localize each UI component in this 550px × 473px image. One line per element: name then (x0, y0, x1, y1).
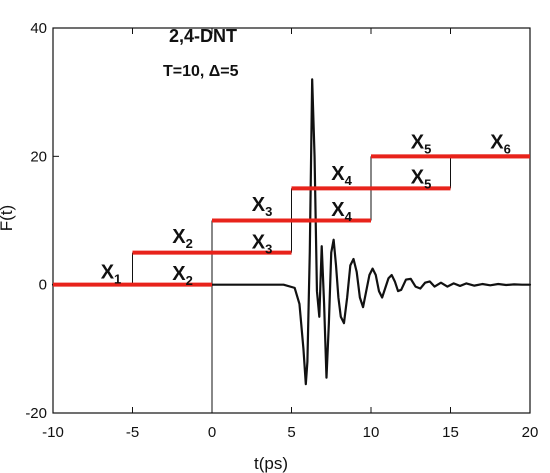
y-tick-label: 40 (30, 20, 47, 37)
signal-series (51, 78, 532, 386)
window-label: X3 (252, 194, 273, 219)
y-tick-label: -20 (25, 405, 47, 422)
window-label: X6 (490, 132, 511, 157)
window-label-index: 5 (424, 176, 431, 191)
x-axis-title: t(ps) (254, 454, 288, 473)
x-tick-label: -10 (42, 424, 64, 441)
window-label: X4 (331, 163, 352, 188)
window-label: X5 (411, 132, 432, 157)
window-label-index: 6 (504, 142, 511, 157)
window-series (53, 154, 530, 287)
window-label: X4 (331, 199, 352, 224)
window-label-index: 2 (186, 236, 193, 251)
window-label-index: 3 (265, 242, 272, 257)
y-axis-title: F(t) (0, 205, 16, 231)
x-tick-label: 5 (287, 424, 295, 441)
window-label-index: 2 (186, 273, 193, 288)
x-tick-label: 20 (522, 424, 539, 441)
chart-title: 2,4-DNT (169, 26, 237, 46)
window-label-index: 5 (424, 142, 431, 157)
window-label-index: 4 (345, 209, 353, 224)
x-tick-label: 0 (208, 424, 216, 441)
window-label-index: 1 (114, 271, 121, 286)
window-label: X2 (172, 226, 193, 251)
y-tick-label: 20 (30, 148, 47, 165)
x-tick-label: -5 (126, 424, 139, 441)
x-tick-label: 10 (363, 424, 380, 441)
window-label: X3 (252, 232, 273, 257)
chart-subtitle: T=10, Δ=5 (163, 63, 239, 80)
window-label-index: 4 (345, 173, 353, 188)
window-label: X1 (101, 261, 122, 286)
y-tick-label: 0 (39, 277, 47, 294)
window-label-index: 3 (265, 204, 272, 219)
window-label: X5 (411, 166, 432, 191)
x-tick-label: 15 (442, 424, 459, 441)
signal-line (51, 78, 532, 386)
x-axis-ticks: -10 -5 0 5 10 15 20 (42, 28, 538, 441)
window-label: X2 (172, 263, 193, 288)
